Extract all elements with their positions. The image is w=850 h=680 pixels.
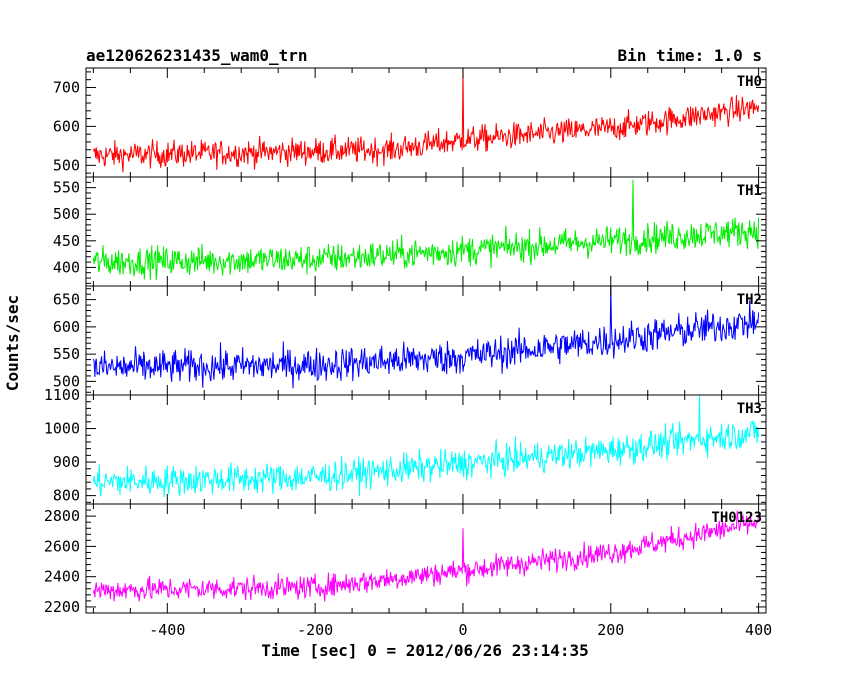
- y-tick-label: 1000: [44, 420, 80, 438]
- y-tick-label: 2400: [44, 568, 80, 586]
- y-tick-label: 450: [53, 232, 80, 250]
- y-tick-label: 2800: [44, 507, 80, 525]
- x-tick-label: 200: [597, 621, 624, 639]
- x-tick-label: -200: [297, 621, 333, 639]
- panel-frame: [85, 285, 767, 396]
- panel-label-th0123: TH0123: [711, 510, 762, 526]
- series-line-th0123: [92, 510, 760, 602]
- panel-th0123: 2200 2400 2600 2800 TH0123: [44, 503, 767, 616]
- chart-title-right: Bin time: 1.0 s: [618, 46, 763, 65]
- y-tick-label: 650: [53, 291, 80, 309]
- series-line-th2: [92, 286, 760, 389]
- chart-title-left: ae120626231435_wam0_trn: [86, 46, 308, 65]
- y-tick-label: 900: [53, 453, 80, 471]
- x-axis-label: Time [sec] 0 = 2012/06/26 23:14:35: [261, 641, 589, 660]
- y-tick-label: 550: [53, 345, 80, 363]
- x-tick-label: 0: [458, 621, 467, 639]
- y-tick-label: 550: [53, 179, 80, 197]
- y-tick-label: 2200: [44, 598, 80, 616]
- series-line-th0: [92, 68, 760, 173]
- panel-label-th1: TH1: [737, 183, 762, 199]
- y-tick-label: 800: [53, 487, 80, 505]
- y-tick-label: 500: [53, 205, 80, 223]
- x-tick-label: 400: [745, 621, 772, 639]
- y-tick-label: 2600: [44, 537, 80, 555]
- y-tick-label: 500: [53, 372, 80, 390]
- panel-label-th3: TH3: [737, 401, 762, 417]
- panel-frame: [85, 503, 767, 614]
- panels-group: 500 600 700 TH0 400 450 500 550 TH1 500 550 600 650 T…: [44, 67, 772, 639]
- y-tick-label: 500: [53, 156, 80, 174]
- y-tick-label: 600: [53, 117, 80, 135]
- y-axis-label: Counts/sec: [3, 295, 22, 391]
- panel-th3: 800 900 1000 1100 TH3: [44, 386, 767, 505]
- panel-th0: 500 600 700 TH0: [53, 67, 767, 178]
- y-tick-label: 1100: [44, 386, 80, 404]
- series-line-th3: [92, 395, 760, 498]
- y-tick-label: 400: [53, 258, 80, 276]
- panel-label-th2: TH2: [737, 292, 762, 308]
- panel-th2: 500 550 600 650 TH2: [53, 285, 767, 396]
- x-tick-label: -400: [149, 621, 185, 639]
- y-tick-label: 600: [53, 318, 80, 336]
- panel-th1: 400 450 500 550 TH1: [53, 176, 767, 287]
- series-line-th1: [92, 179, 760, 281]
- panel-label-th0: TH0: [737, 74, 762, 90]
- y-tick-label: 700: [53, 78, 80, 96]
